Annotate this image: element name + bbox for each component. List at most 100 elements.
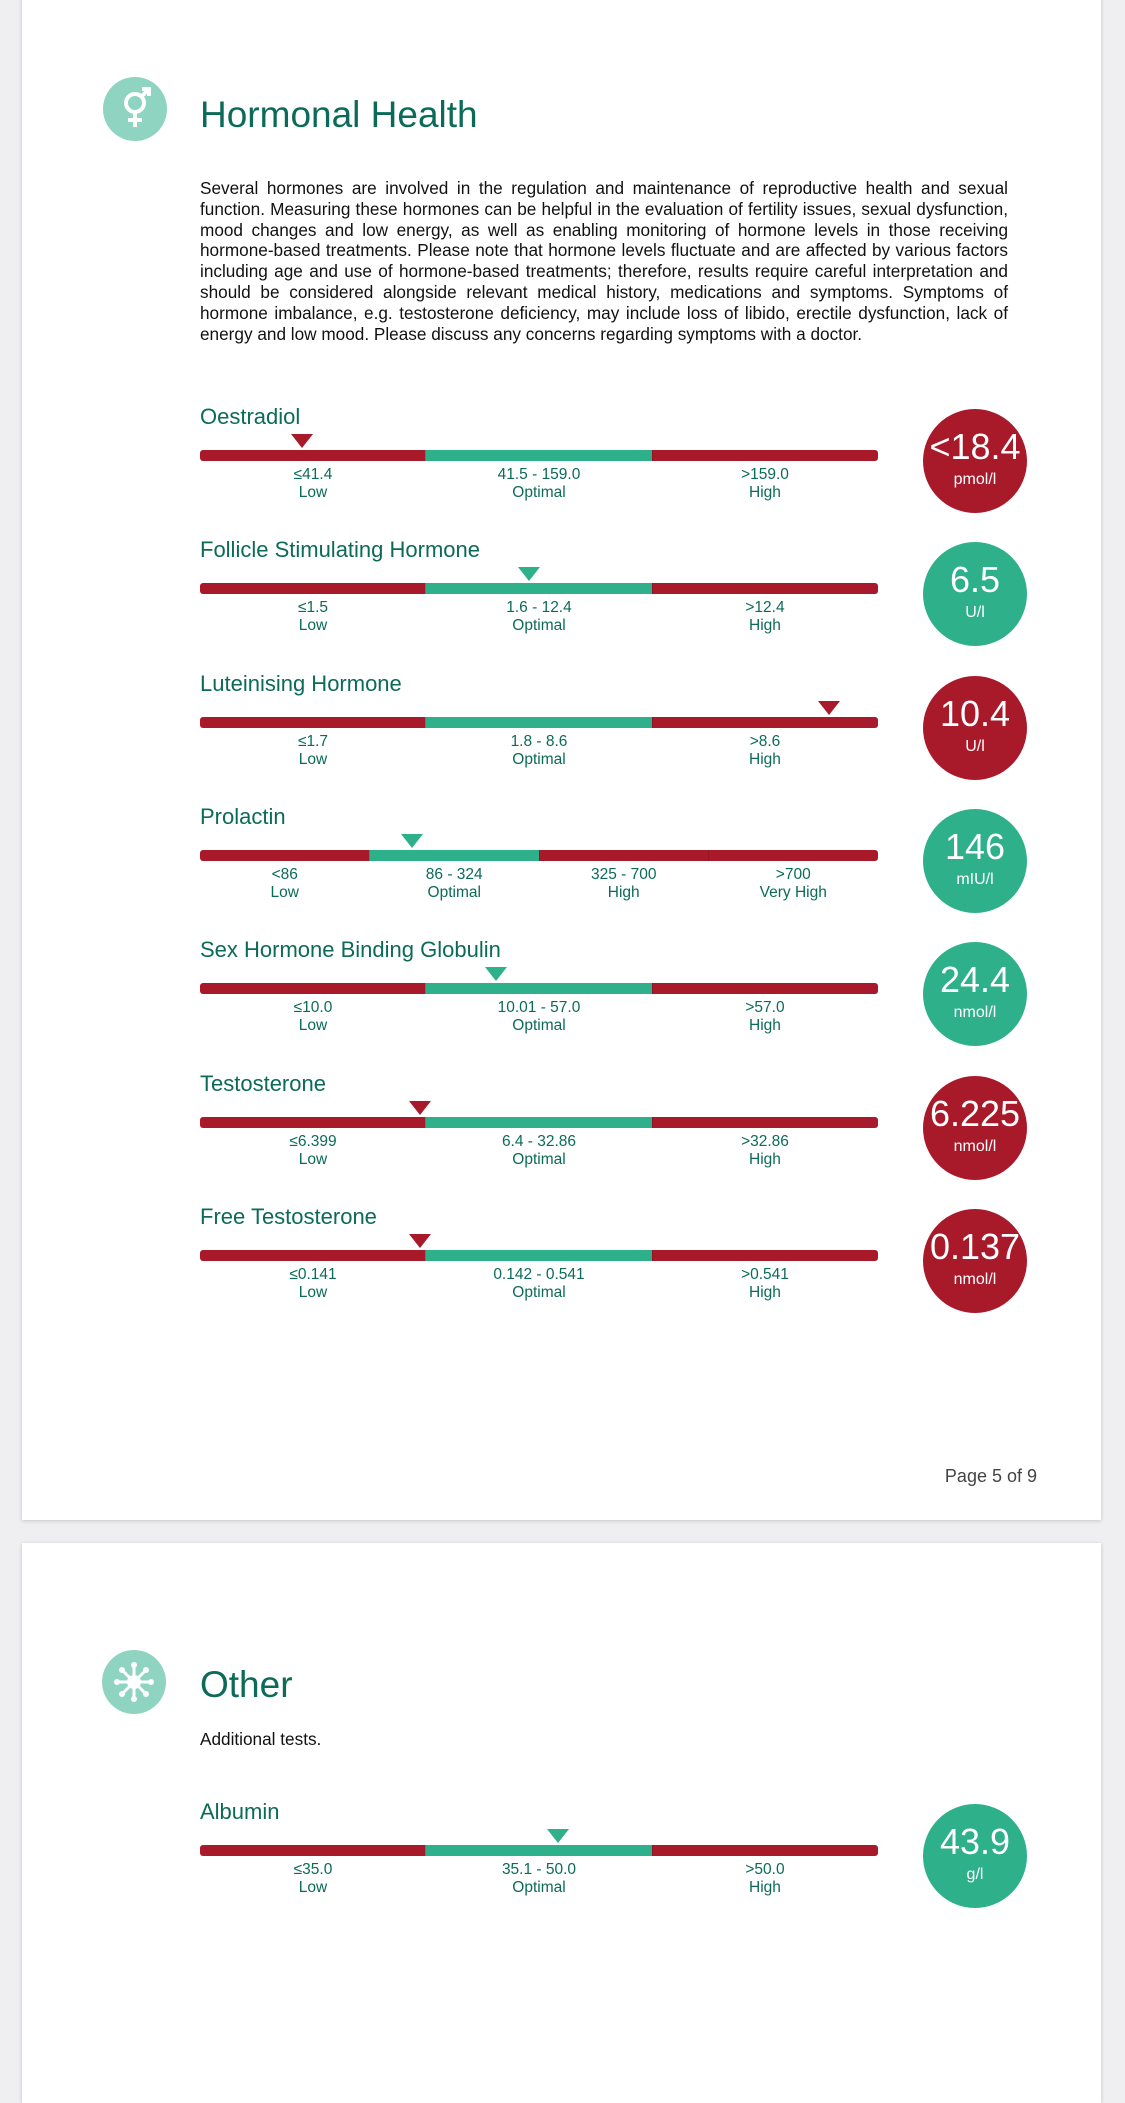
result-value: 0.137 bbox=[929, 1225, 1021, 1267]
range-low: ≤35.0 Low bbox=[200, 1861, 426, 1897]
range-band: High bbox=[749, 1017, 781, 1035]
result-value: 43.9 bbox=[939, 1821, 1011, 1862]
range-bar bbox=[200, 983, 878, 995]
result-pointer-icon bbox=[408, 1100, 431, 1115]
range-band: Low bbox=[298, 617, 328, 635]
section-title: Other bbox=[200, 1664, 293, 1705]
range-value: ≤10.0 bbox=[293, 999, 333, 1017]
range-low: ≤1.7 Low bbox=[200, 733, 426, 769]
range-value: 6.4 - 32.86 bbox=[501, 1132, 577, 1150]
range-segment-low bbox=[200, 849, 369, 861]
marker-name: Prolactin bbox=[200, 803, 286, 829]
range-segment-low bbox=[200, 583, 426, 595]
marker-name: Follicle Stimulating Hormone bbox=[200, 537, 480, 563]
range-value: 10.01 - 57.0 bbox=[497, 999, 581, 1017]
marker-testosterone: Testosterone ≤6.399 Low 6.4 - 32.86 Optimal >… bbox=[200, 1071, 1125, 1181]
range-segment-low bbox=[200, 1845, 426, 1856]
range-low: ≤41.4 Low bbox=[200, 466, 426, 502]
result-badge: 0.137 nmol/l bbox=[923, 1208, 1027, 1313]
range-segment-optimal bbox=[425, 1845, 652, 1856]
range-high: >159.0 High bbox=[652, 466, 878, 502]
range-segment-high bbox=[651, 583, 878, 595]
range-bar bbox=[200, 849, 878, 861]
range-segment-optimal bbox=[425, 716, 652, 728]
range-low: ≤1.5 Low bbox=[200, 599, 426, 635]
range-optimal: 41.5 - 159.0 Optimal bbox=[426, 466, 652, 502]
marker-albumin: Albumin ≤35.0 Low 35.1 - 50.0 Optimal >50.0 Hi… bbox=[200, 1799, 1125, 1909]
range-labels: ≤41.4 Low 41.5 - 159.0 Optimal >159.0 High bbox=[200, 466, 878, 502]
range-bar bbox=[200, 1249, 878, 1261]
range-labels: ≤10.0 Low 10.01 - 57.0 Optimal >57.0 High bbox=[200, 999, 878, 1035]
range-low: ≤6.399 Low bbox=[200, 1133, 426, 1169]
section-title: Hormonal Health bbox=[200, 94, 478, 135]
result-unit: nmol/l bbox=[953, 1004, 997, 1022]
range-labels: ≤1.7 Low 1.8 - 8.6 Optimal >8.6 High bbox=[200, 733, 878, 769]
report-page-5: Hormonal Health Several hormones are inv… bbox=[22, 0, 1101, 1520]
range-labels: ≤1.5 Low 1.6 - 12.4 Optimal >12.4 High bbox=[200, 599, 878, 635]
range-band: Optimal bbox=[512, 1150, 566, 1168]
range-band: Low bbox=[298, 1017, 328, 1035]
range-value: 86 - 324 bbox=[425, 865, 483, 883]
result-badge: 24.4 nmol/l bbox=[923, 942, 1027, 1047]
range-value: ≤41.4 bbox=[293, 466, 333, 483]
result-unit: g/l bbox=[966, 1866, 984, 1883]
range-value: <86 bbox=[271, 865, 298, 883]
range-very-high: >700 Very High bbox=[709, 866, 879, 902]
result-value: 6.225 bbox=[929, 1092, 1021, 1134]
range-value: 1.6 - 12.4 bbox=[506, 599, 572, 617]
range-segment-low bbox=[200, 983, 426, 995]
range-band: High bbox=[749, 1150, 781, 1168]
range-band: High bbox=[749, 1283, 781, 1301]
range-low: ≤10.0 Low bbox=[200, 999, 426, 1035]
range-segment-optimal bbox=[368, 849, 539, 861]
range-labels: ≤6.399 Low 6.4 - 32.86 Optimal >32.86 High bbox=[200, 1133, 878, 1169]
range-value: ≤1.7 bbox=[297, 732, 329, 750]
range-segment-low bbox=[200, 450, 426, 461]
result-badge: 6.225 nmol/l bbox=[923, 1075, 1027, 1180]
marker-follicle-stimulating-hormone: Follicle Stimulating Hormone ≤1.5 Low 1.6 -… bbox=[200, 537, 1125, 647]
virus-icon bbox=[102, 1650, 166, 1714]
range-value: >700 bbox=[775, 865, 811, 883]
range-value: 1.8 - 8.6 bbox=[510, 732, 568, 750]
result-unit: nmol/l bbox=[953, 1137, 997, 1155]
marker-name: Luteinising Hormone bbox=[200, 670, 402, 696]
range-high: 325 - 700 High bbox=[539, 866, 709, 902]
range-value: ≤0.141 bbox=[289, 1265, 337, 1283]
range-band: High bbox=[607, 883, 640, 901]
range-segment-high bbox=[538, 849, 709, 861]
range-optimal: 1.6 - 12.4 Optimal bbox=[426, 599, 652, 635]
page-number: Page 5 of 9 bbox=[944, 1466, 1037, 1486]
range-optimal: 10.01 - 57.0 Optimal bbox=[426, 999, 652, 1035]
range-band: Optimal bbox=[512, 750, 566, 768]
range-labels: ≤35.0 Low 35.1 - 50.0 Optimal >50.0 High bbox=[200, 1861, 878, 1897]
range-value: >8.6 bbox=[749, 732, 781, 750]
range-band: Low bbox=[270, 883, 299, 901]
result-pointer-icon bbox=[485, 967, 508, 982]
range-value: ≤6.399 bbox=[289, 1132, 337, 1150]
range-optimal: 35.1 - 50.0 Optimal bbox=[426, 1861, 652, 1897]
range-segment-optimal bbox=[425, 583, 652, 595]
range-value: >57.0 bbox=[745, 999, 785, 1017]
range-band: Low bbox=[298, 1879, 328, 1896]
gender-symbol-icon bbox=[103, 77, 167, 141]
result-value: 10.4 bbox=[939, 692, 1011, 734]
marker-name: Free Testosterone bbox=[200, 1203, 377, 1229]
range-band: Low bbox=[298, 1150, 328, 1168]
range-segment-low bbox=[200, 1249, 426, 1261]
range-labels: <86 Low 86 - 324 Optimal 325 - 700 High >700 Ve… bbox=[200, 866, 878, 902]
range-high: >50.0 High bbox=[652, 1861, 878, 1897]
range-optimal: 86 - 324 Optimal bbox=[370, 866, 540, 902]
range-high: >8.6 High bbox=[652, 733, 878, 769]
result-pointer-icon bbox=[290, 434, 313, 448]
range-bar bbox=[200, 716, 878, 728]
range-band: Optimal bbox=[512, 1017, 566, 1035]
range-band: Optimal bbox=[512, 484, 566, 501]
section-description: Several hormones are involved in the reg… bbox=[200, 178, 1008, 344]
range-optimal: 0.142 - 0.541 Optimal bbox=[426, 1266, 652, 1302]
range-bar bbox=[200, 450, 878, 461]
range-segment-optimal bbox=[425, 983, 652, 995]
range-band: High bbox=[749, 1879, 781, 1896]
range-high: >12.4 High bbox=[652, 599, 878, 635]
marker-name: Oestradiol bbox=[200, 404, 301, 429]
result-badge: 10.4 U/l bbox=[923, 675, 1027, 780]
